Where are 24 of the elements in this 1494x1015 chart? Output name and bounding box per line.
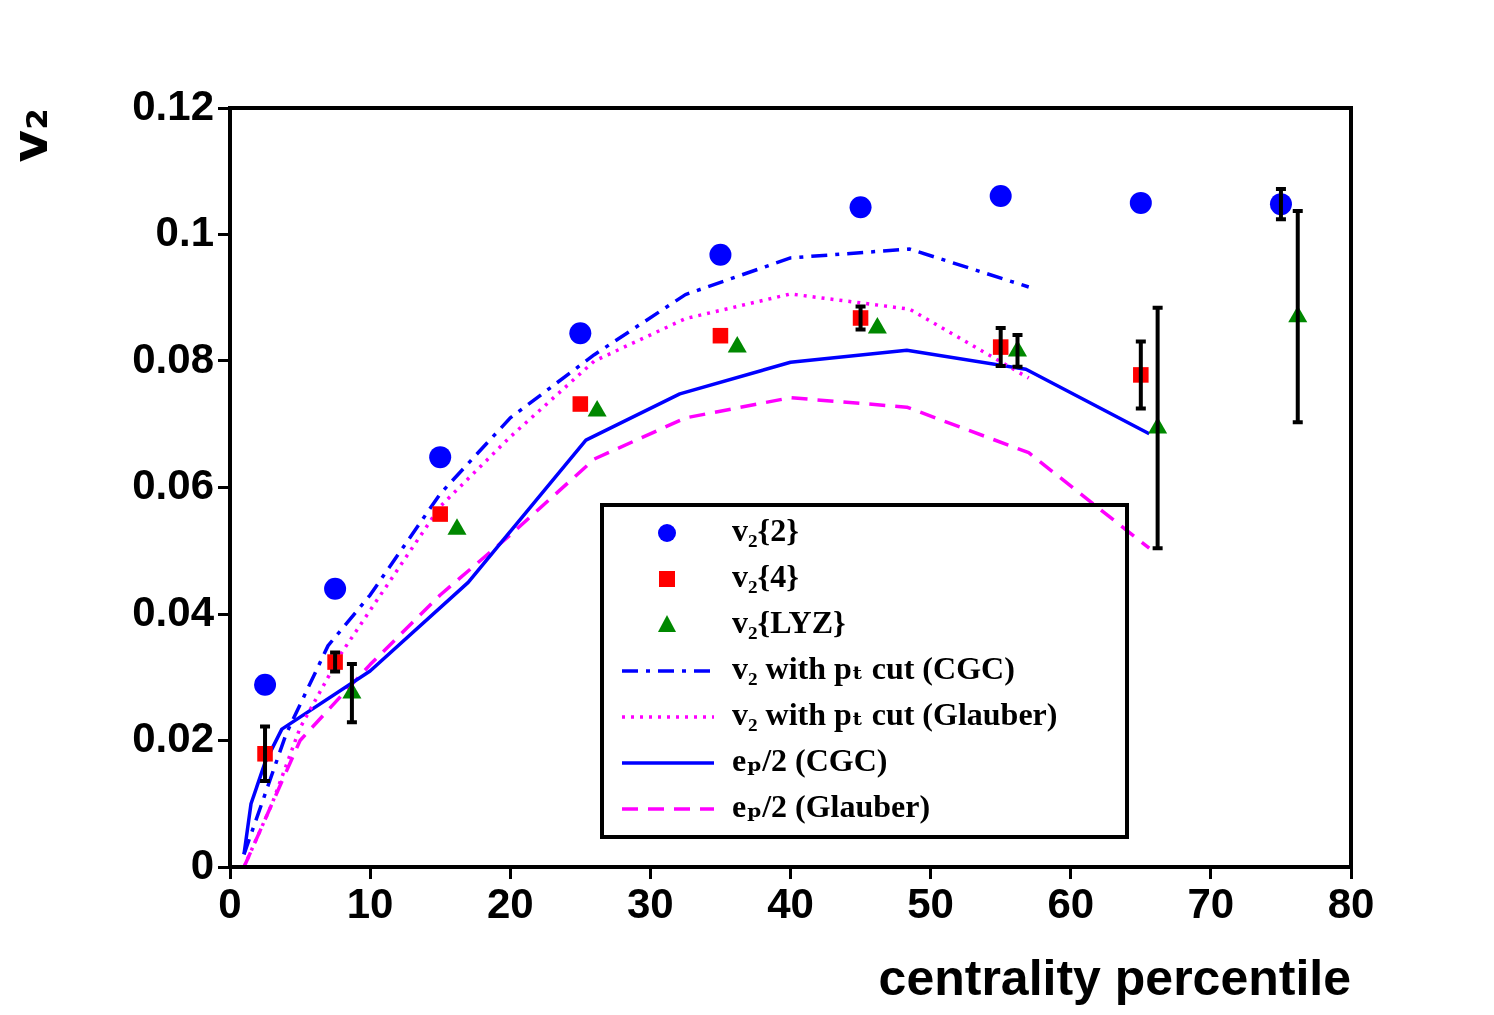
x-tick-label: 50 [907, 879, 954, 927]
y-tick-label: 0.06 [132, 461, 214, 509]
y-tick-label: 0.12 [132, 81, 214, 129]
legend-label: v₂{4} [732, 558, 799, 595]
x-tick-label: 30 [627, 879, 674, 927]
y-tick-label: 0 [190, 840, 214, 888]
legend-label: v₂{LYZ} [732, 604, 846, 641]
x-tick-label: 10 [346, 879, 394, 927]
y-axis-title: v₂ [0, 108, 59, 163]
x-axis-title: centrality percentile [878, 949, 1351, 1006]
x-tick-label: 20 [486, 879, 534, 927]
x-tick-label: 60 [1047, 879, 1095, 927]
y-tick-label: 0.04 [132, 587, 215, 635]
y-tick-label: 0.02 [132, 714, 214, 762]
y-tick-label: 0.08 [132, 334, 214, 382]
legend-label: eₚ/2 (CGC) [732, 742, 888, 779]
y-tick-label: 0.1 [155, 208, 214, 256]
legend-label: v₂{2} [732, 512, 799, 549]
x-tick-label: 70 [1187, 879, 1235, 927]
x-tick-label: 40 [767, 879, 814, 927]
legend-label: v₂ with pₜ cut (Glauber) [732, 696, 1058, 733]
legend-label: v₂ with pₜ cut (CGC) [732, 650, 1015, 687]
x-tick-label: 80 [1327, 879, 1375, 927]
legend-label: eₚ/2 (Glauber) [732, 788, 931, 825]
